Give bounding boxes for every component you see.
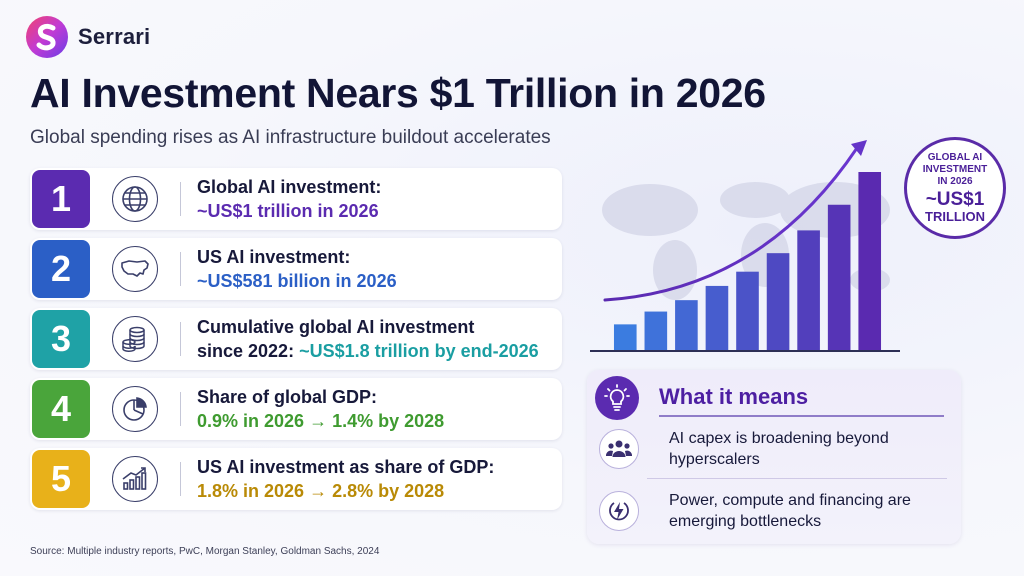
chart-bar <box>858 172 882 350</box>
item-number: 4 <box>32 380 90 438</box>
item-label-continued: since 2022: <box>197 341 295 361</box>
coin-stack-icon <box>112 316 158 362</box>
chart-bar <box>705 285 729 350</box>
separator <box>180 462 181 496</box>
item-value: 0.9% in 2026 → 1.4% by 2028 <box>197 411 445 431</box>
stats-list: 1 Global AI investment: ~US$1 trillion i… <box>30 168 562 518</box>
serrari-logo-icon <box>26 16 68 58</box>
panel-divider <box>659 415 944 417</box>
item-number: 3 <box>32 310 90 368</box>
pie-chart-icon <box>112 386 158 432</box>
badge-amount: ~US$1 <box>925 189 985 210</box>
power-bolt-icon <box>599 491 639 531</box>
item-value: ~US$1 trillion in 2026 <box>197 201 379 221</box>
chart-bar <box>797 230 820 350</box>
list-item: 5 US AI investment as share of GDP: 1.8%… <box>30 448 562 510</box>
chart-bar <box>766 253 790 350</box>
badge-caption: GLOBAL AI INVESTMENT IN 2026 <box>922 152 988 187</box>
item-label: Share of global GDP: <box>197 387 378 407</box>
item-value: ~US$1.8 trillion by end-2026 <box>299 341 539 361</box>
globe-icon <box>112 176 158 222</box>
growth-bar-chart <box>590 140 900 352</box>
panel-title: What it means <box>659 384 809 409</box>
separator <box>180 392 181 426</box>
item-label: Global AI investment: <box>197 177 382 197</box>
total-badge: GLOBAL AI INVESTMENT IN 2026 ~US$1 TRILL… <box>904 137 1006 239</box>
panel-item-divider <box>647 478 947 479</box>
badge-unit: TRILLION <box>925 209 985 224</box>
item-number: 1 <box>32 170 90 228</box>
people-icon <box>599 429 639 469</box>
list-item: 4 Share of global GDP: 0.9% in 2026 → 1.… <box>30 378 562 440</box>
item-label: US AI investment: <box>197 247 351 267</box>
list-item: 3 Cumulative global AI investment since … <box>30 308 562 370</box>
brand-name: Serrari <box>78 24 151 49</box>
item-number: 5 <box>32 450 90 508</box>
page-subtitle: Global spending rises as AI infrastructu… <box>30 127 551 148</box>
page-title: AI Investment Nears $1 Trillion in 2026 <box>30 70 766 116</box>
separator <box>180 252 181 286</box>
item-label: Cumulative global AI investment <box>197 317 475 337</box>
separator <box>180 182 181 216</box>
chart-bar <box>827 204 851 350</box>
panel-insight-item: AI capex is broadening beyond hyperscale… <box>599 428 919 470</box>
trend-arrow-head <box>851 140 867 156</box>
trend-arrow-line <box>603 146 859 302</box>
item-value: ~US$581 billion in 2026 <box>197 271 397 291</box>
item-value: 1.8% in 2026 → 2.8% by 2028 <box>197 481 445 501</box>
chart-bar <box>613 324 637 350</box>
brand-logo[interactable]: Serrari <box>24 14 150 60</box>
what-it-means-panel: What it means AI capex is broadening bey… <box>587 370 961 544</box>
chart-bar <box>736 271 759 350</box>
us-map-icon <box>112 246 158 292</box>
insight-text: Power, compute and financing are emergin… <box>669 492 911 530</box>
lightbulb-icon <box>595 376 639 420</box>
list-item: 2 US AI investment: ~US$581 billion in 2… <box>30 238 562 300</box>
item-label: US AI investment as share of GDP: <box>197 457 495 477</box>
list-item: 1 Global AI investment: ~US$1 trillion i… <box>30 168 562 230</box>
source-note: Source: Multiple industry reports, PwC, … <box>30 546 380 557</box>
item-number: 2 <box>32 240 90 298</box>
chart-bar <box>644 311 668 350</box>
panel-insight-item: Power, compute and financing are emergin… <box>599 490 919 532</box>
separator <box>180 322 181 356</box>
chart-bar <box>675 300 698 350</box>
growth-chart-icon <box>112 456 158 502</box>
insight-text: AI capex is broadening beyond hyperscale… <box>669 430 889 468</box>
